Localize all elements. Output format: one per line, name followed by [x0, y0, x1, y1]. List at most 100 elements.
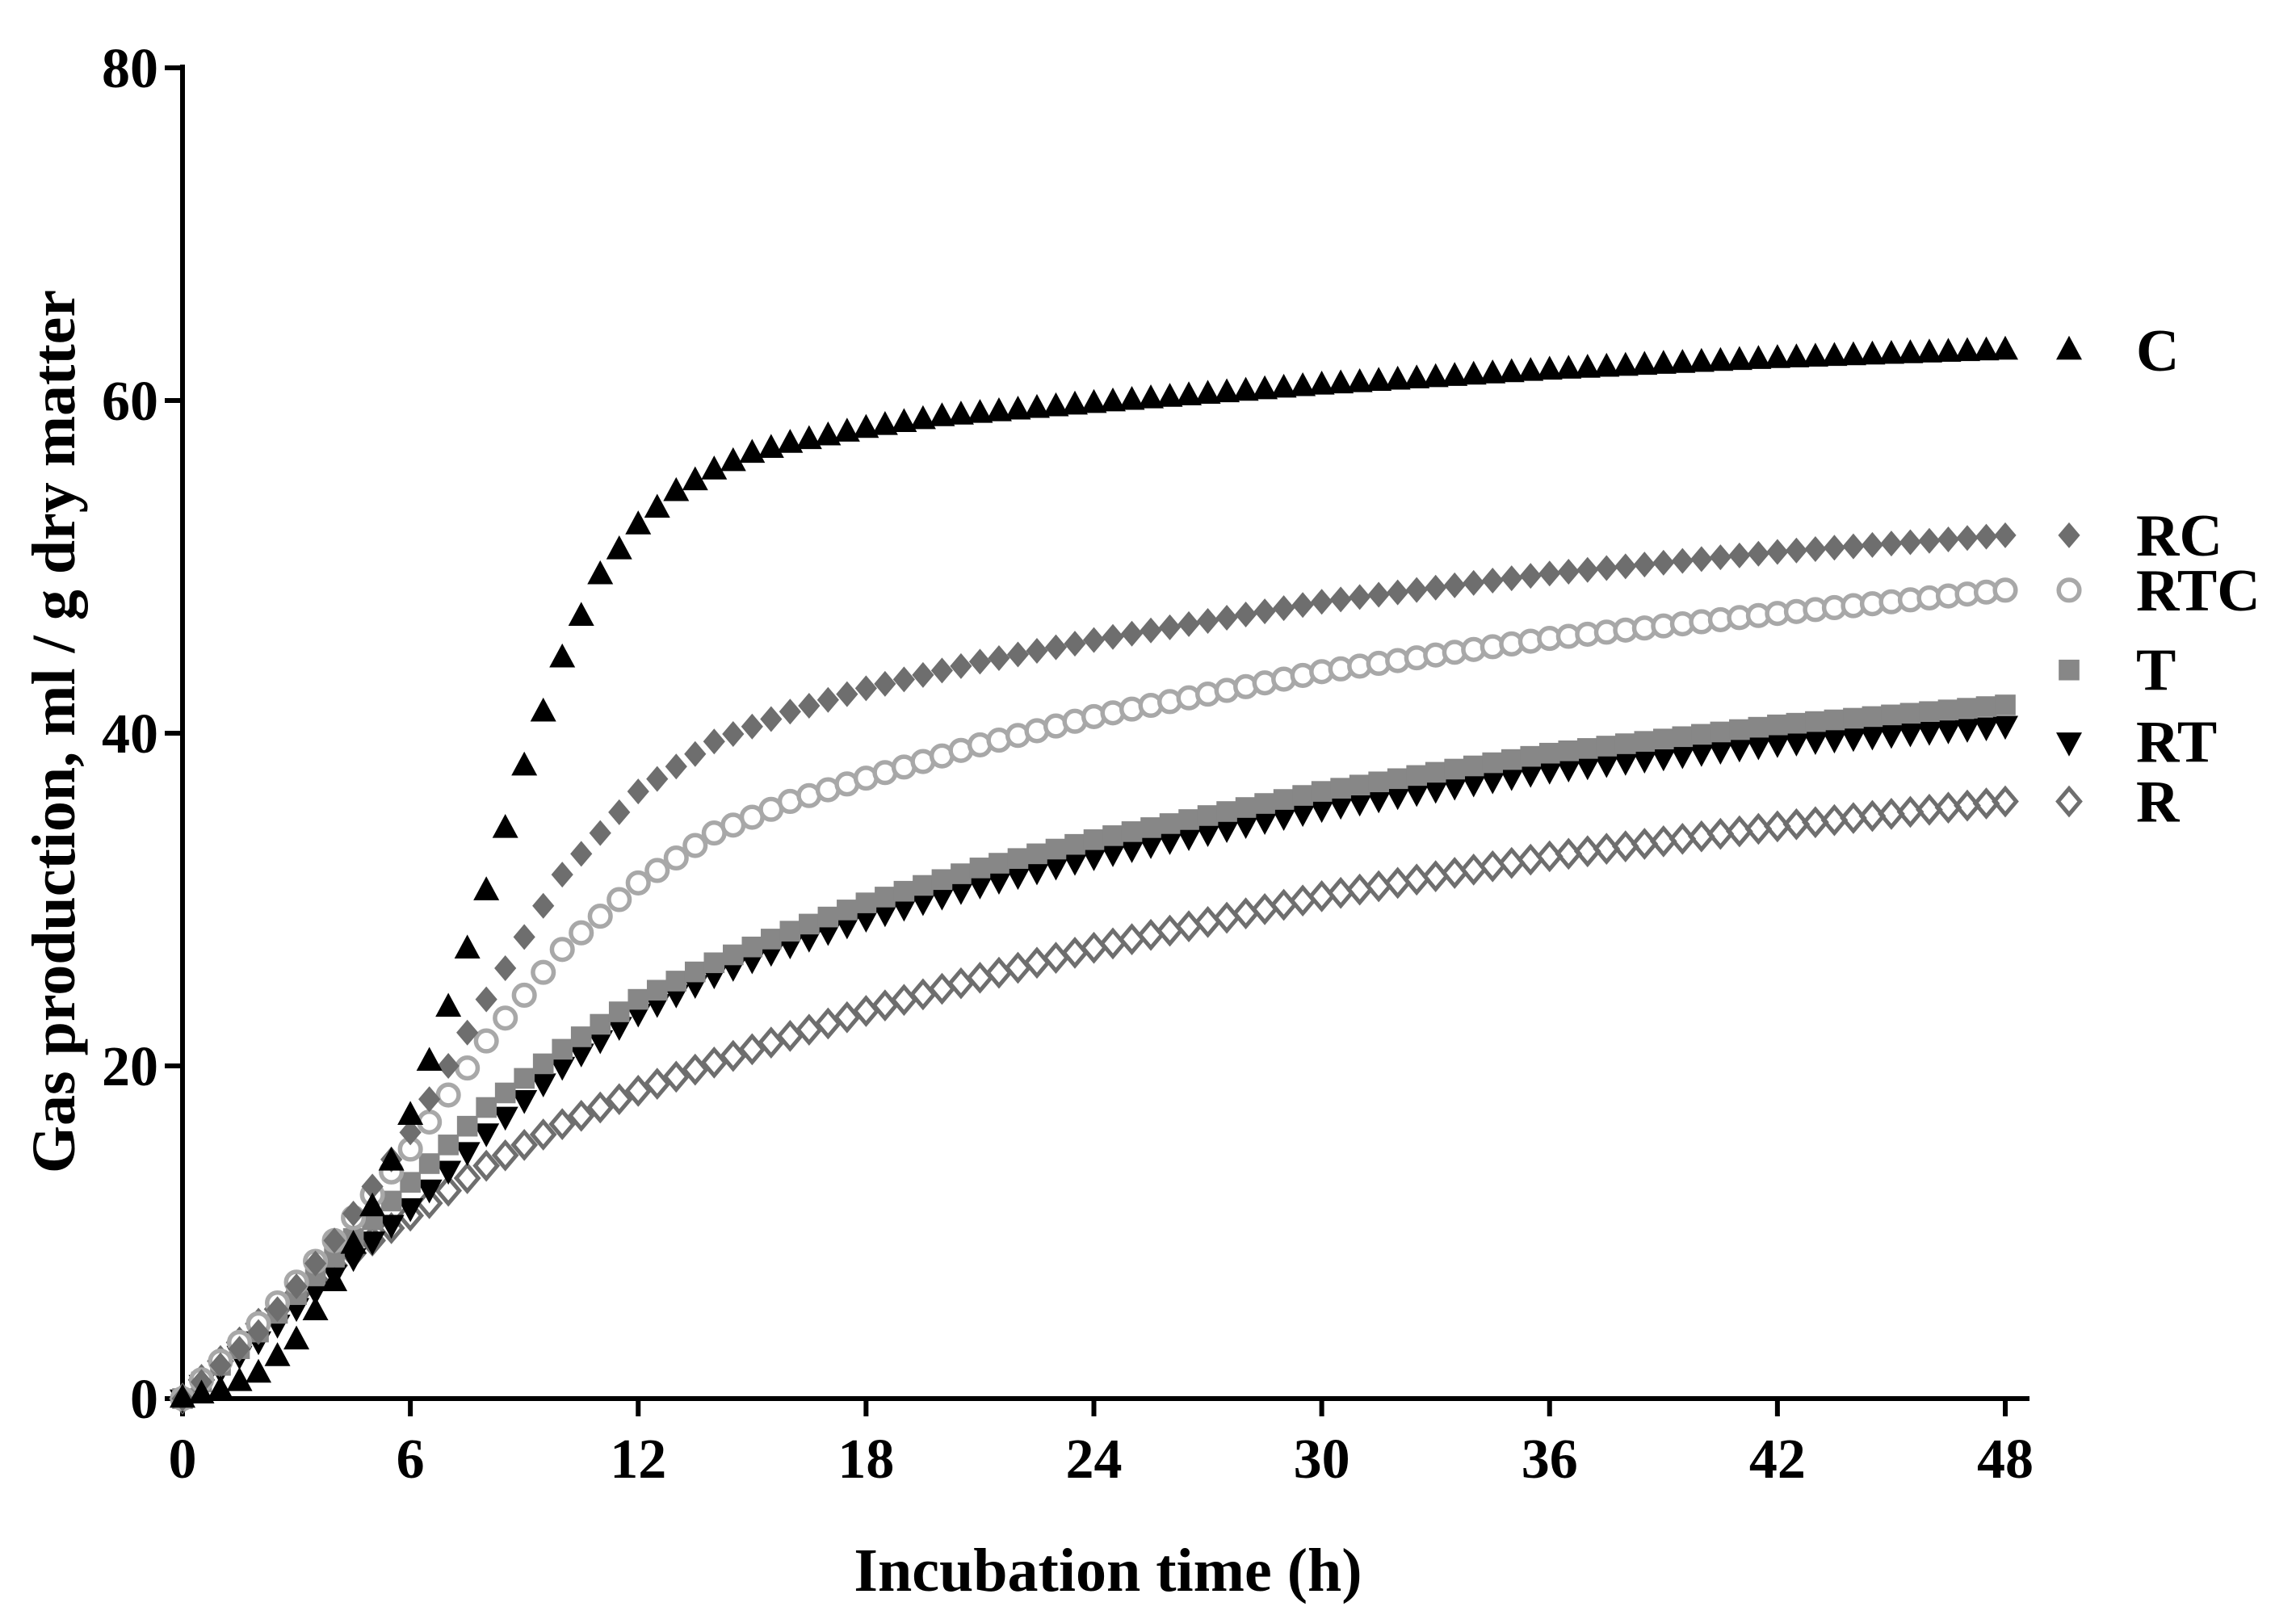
data-point-c — [833, 417, 860, 442]
data-point-r — [491, 1139, 519, 1172]
data-point-rc — [1311, 589, 1333, 615]
data-point-c — [1574, 354, 1601, 378]
data-point-rc — [418, 1086, 441, 1113]
data-point-r — [1327, 876, 1355, 909]
x-tick-label: 18 — [837, 1428, 894, 1491]
data-point-rc — [1709, 544, 1731, 571]
data-point-rc — [399, 1119, 422, 1146]
data-point-rc — [228, 1336, 251, 1362]
data-point-rc — [1367, 581, 1390, 608]
x-tick-label: 0 — [169, 1428, 197, 1491]
data-point-rt — [1308, 799, 1335, 824]
data-point-t — [1710, 721, 1731, 743]
data-point-t — [988, 853, 1009, 874]
data-point-rt — [1366, 789, 1392, 814]
data-point-rt — [1138, 835, 1165, 859]
legend-label-rtc: RTC — [2136, 558, 2260, 624]
legend-label-rt: RT — [2136, 709, 2217, 775]
data-point-c — [1138, 384, 1165, 409]
data-point-c — [682, 466, 708, 491]
data-point-c — [1270, 373, 1297, 398]
data-point-c — [1669, 349, 1696, 373]
data-point-rc — [532, 892, 555, 919]
data-point-t — [761, 929, 782, 950]
data-point-r — [1308, 880, 1336, 912]
data-point-r — [624, 1075, 653, 1107]
data-point-t — [1748, 716, 1769, 738]
data-point-c — [1973, 336, 2000, 361]
data-point-t — [1273, 789, 1295, 810]
data-point-t — [875, 887, 896, 908]
data-point-rc — [1215, 605, 1238, 631]
data-point-rc — [874, 670, 896, 697]
data-point-c — [359, 1192, 386, 1217]
data-point-c — [340, 1230, 367, 1254]
data-point-c — [1536, 355, 1563, 380]
data-point-rt — [1726, 738, 1752, 763]
data-point-rc — [1918, 527, 1941, 554]
data-point-c — [416, 1047, 443, 1072]
data-point-rc — [930, 657, 954, 684]
data-point-rt — [1328, 795, 1354, 820]
data-point-rt — [1346, 792, 1373, 817]
data-point-t — [514, 1068, 535, 1089]
data-point-rt — [1023, 861, 1050, 886]
data-point-t — [1083, 829, 1105, 850]
data-point-r — [1345, 873, 1374, 906]
data-point-c — [1081, 388, 1107, 413]
data-point-r — [757, 1026, 785, 1059]
data-point-rc — [1690, 546, 1713, 573]
data-point-c — [644, 493, 670, 518]
data-point-rc — [1975, 523, 1998, 550]
data-point-rc — [760, 706, 783, 732]
x-tick-label: 6 — [397, 1428, 425, 1491]
data-point-rt — [1176, 827, 1203, 851]
data-point-t — [1121, 821, 1143, 842]
data-point-rc — [1652, 549, 1675, 576]
data-point-c — [435, 992, 462, 1017]
data-point-c — [1194, 380, 1221, 404]
data-point-t — [476, 1097, 497, 1118]
y-tick-label: 20 — [102, 1036, 158, 1098]
x-tick-label: 42 — [1749, 1428, 1806, 1491]
data-point-c — [1935, 338, 1962, 362]
data-point-t — [1995, 694, 2016, 715]
data-point-t — [1937, 699, 1959, 720]
data-point-c — [492, 814, 518, 838]
data-point-rc — [1329, 586, 1352, 613]
data-point-rt — [1612, 752, 1639, 776]
data-point-t — [1311, 781, 1333, 802]
data-point-t — [684, 961, 706, 983]
data-point-rtc — [569, 920, 594, 946]
data-point-rtc — [1992, 577, 2018, 603]
data-point-c — [1745, 345, 1772, 369]
data-point-c — [1442, 362, 1468, 386]
x-axis-title: Incubation time (h) — [854, 1537, 1362, 1605]
data-point-rc — [1273, 595, 1295, 622]
data-point-t — [418, 1153, 440, 1174]
series-rc — [171, 522, 2017, 1412]
data-point-rc — [1102, 623, 1124, 650]
data-point-rt — [871, 903, 898, 928]
data-point-rt — [1404, 782, 1430, 808]
data-point-rc — [551, 862, 573, 888]
data-point-rt — [302, 1281, 329, 1306]
data-point-rt — [929, 886, 955, 911]
data-point-t — [1102, 825, 1123, 846]
data-point-t — [1614, 733, 1636, 754]
data-point-rtc — [644, 858, 670, 883]
data-point-t — [1368, 771, 1389, 793]
data-point-rt — [568, 1043, 594, 1068]
data-point-rc — [1823, 535, 1846, 561]
data-point-t — [1919, 701, 1940, 723]
data-point-t — [893, 880, 915, 902]
data-point-c — [1840, 341, 1866, 366]
data-point-rc — [1044, 634, 1068, 661]
data-point-rt — [1061, 852, 1088, 876]
y-tick-label: 80 — [102, 38, 158, 100]
data-point-c — [549, 643, 576, 668]
data-point-rt — [511, 1090, 538, 1114]
data-point-t — [1444, 758, 1465, 780]
data-point-c — [1783, 343, 1810, 367]
data-point-c — [701, 455, 728, 480]
